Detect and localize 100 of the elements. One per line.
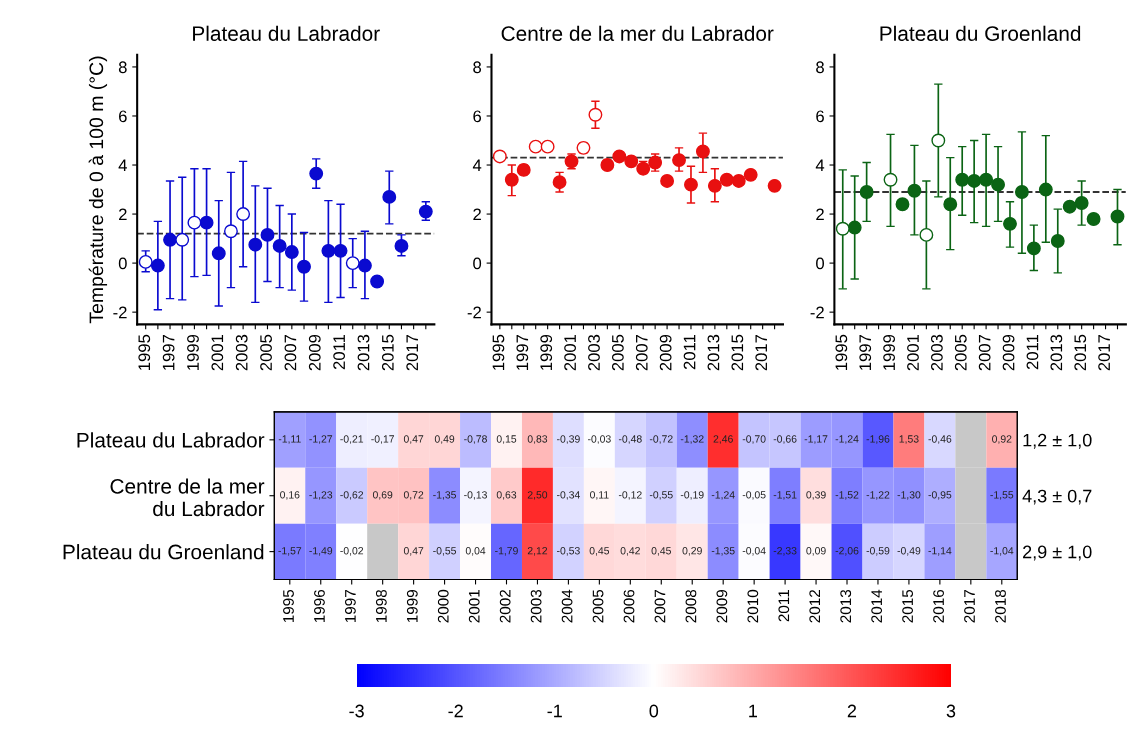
x-tick-label: 2007 [284, 334, 297, 371]
data-label: 0,47 [403, 435, 424, 444]
point [297, 259, 311, 274]
point [552, 175, 567, 190]
point [199, 215, 214, 230]
point [684, 177, 698, 192]
point [175, 232, 190, 247]
data-label: 0,45 [651, 547, 671, 556]
x-tick-label: 2007 [654, 590, 666, 623]
x-tick-label: 2003 [235, 334, 248, 371]
x-tick-label: 2002 [499, 590, 511, 623]
data-label: -1,57 [278, 547, 302, 556]
x-tick-label: 2017 [406, 334, 419, 371]
point [695, 144, 710, 159]
data-label: -0,34 [557, 491, 580, 500]
data-label: -1,35 [433, 491, 457, 500]
data-label: -0,13 [464, 491, 487, 500]
data-label: -0,55 [649, 491, 673, 500]
point [672, 153, 686, 168]
data-label: -0,48 [618, 435, 642, 444]
y-tick-label: 4 [472, 159, 482, 172]
y2-tick-label: 4,3 ± 0,7 [1022, 489, 1092, 505]
x-tick-label: 2000 [437, 589, 449, 623]
y-tick-label: 2 [816, 208, 824, 221]
data-label: -0,02 [340, 547, 364, 556]
point [1050, 234, 1065, 248]
y-tick-label: 4 [118, 159, 127, 172]
data-label: -1,30 [897, 491, 921, 500]
point [1003, 216, 1017, 231]
x-tick-label: 2013 [1050, 334, 1063, 371]
data-label: 1,53 [899, 435, 919, 444]
point [260, 227, 275, 242]
data-label: -0,55 [433, 547, 457, 556]
data-label: -1,96 [866, 435, 890, 444]
x-tick-label: 2006 [623, 589, 635, 623]
x-tick-label: 2011 [683, 334, 696, 370]
x-tick-label: 1998 [375, 589, 387, 623]
x-tick-label: 1999 [540, 334, 553, 370]
x-tick-label: 2013 [840, 589, 852, 623]
data-label: -0,49 [897, 547, 921, 556]
point [847, 220, 862, 235]
y-axis-title: Température de 0 à 100 m (°C) [88, 56, 108, 324]
point [612, 149, 627, 164]
data-label: 0,39 [806, 491, 826, 500]
point [660, 174, 675, 188]
x-tick-label: 2015 [1074, 334, 1087, 371]
data-label: 0,63 [496, 491, 517, 500]
point [895, 197, 910, 212]
data-label: -0,62 [340, 491, 364, 500]
point [835, 221, 850, 236]
y-tick-label: Plateau du Groenland [63, 544, 264, 560]
data-label: -1,04 [990, 547, 1014, 556]
y-tick-label: 0 [118, 257, 127, 270]
x-tick-label: 2005 [954, 334, 967, 371]
x-tick-label: 2017 [755, 334, 768, 371]
point [1110, 209, 1125, 224]
point [883, 172, 898, 187]
x-tick-label: 2011 [778, 590, 790, 622]
y-tick-label: -2 [113, 306, 127, 319]
y-tick-label: 6 [473, 110, 482, 123]
x-tick-label: 1995 [283, 589, 294, 623]
data-label: -1,35 [711, 547, 735, 556]
data-label: 0,45 [589, 547, 610, 556]
color-bar-label: 3 [946, 704, 956, 718]
data-label: -0,21 [340, 435, 364, 444]
point [248, 237, 263, 252]
point [1026, 241, 1041, 256]
point [504, 172, 519, 187]
y-tick-label: 8 [816, 61, 824, 74]
y2-tick-label: 2,9 ± 1,0 [1023, 545, 1092, 561]
point [163, 232, 177, 247]
point [1086, 212, 1101, 226]
data-label: 0,04 [465, 547, 486, 556]
point [150, 258, 165, 273]
point [707, 178, 722, 193]
point [187, 215, 202, 230]
x-tick-label: 2005 [260, 334, 272, 371]
x-tick-label: 2017 [1098, 334, 1111, 371]
x-tick-label: 2005 [611, 334, 624, 371]
x-tick-label: 2004 [561, 589, 573, 623]
data-label: -1,52 [835, 491, 859, 500]
point [1062, 199, 1077, 214]
x-tick-label: 2012 [809, 590, 821, 623]
data-label: 0,29 [682, 547, 702, 556]
x-tick-label: 2017 [964, 590, 975, 623]
data-label: -1,24 [835, 435, 859, 444]
data-label: -1,27 [309, 435, 333, 444]
x-tick-label: 1995 [138, 334, 151, 370]
x-tick-label: 2011 [333, 334, 346, 370]
data-label: 0,42 [620, 547, 640, 556]
data-label: -2,06 [835, 547, 859, 556]
y-tick-label: 8 [118, 61, 127, 74]
data-label: 0,92 [992, 435, 1012, 444]
point [272, 238, 287, 253]
data-label: -0,17 [371, 435, 395, 444]
x-tick-label: 2009 [659, 334, 672, 371]
data-label: -0,04 [742, 547, 766, 556]
point [528, 139, 543, 154]
x-tick-label: 1999 [406, 590, 418, 623]
data-label: -0,05 [742, 491, 766, 500]
